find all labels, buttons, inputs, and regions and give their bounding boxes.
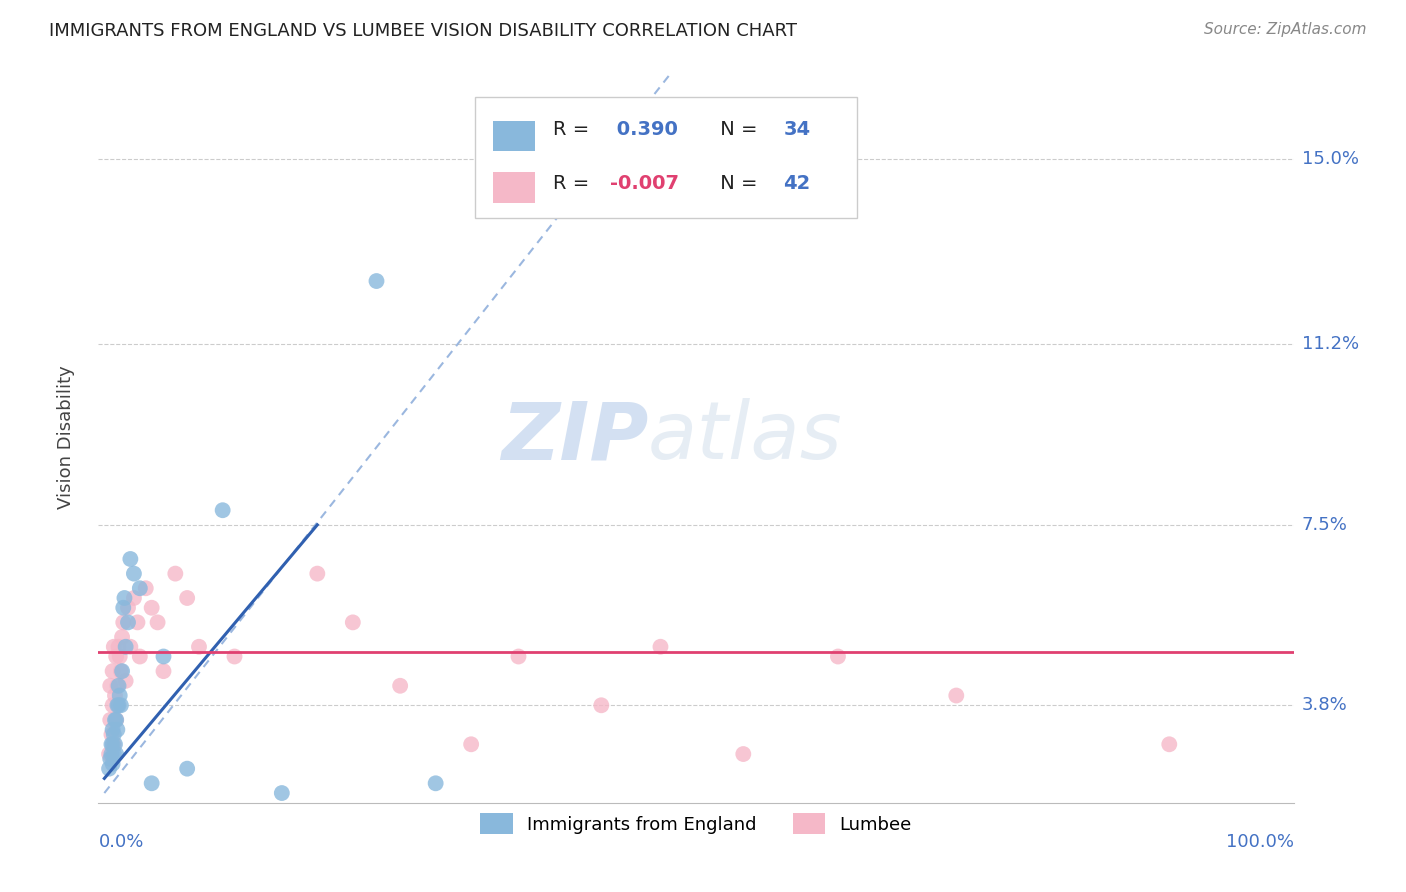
Point xyxy=(101,737,124,751)
Point xyxy=(100,727,122,741)
Point xyxy=(128,649,150,664)
Point xyxy=(103,737,125,751)
Point xyxy=(460,737,482,751)
Point xyxy=(425,776,447,790)
Point xyxy=(112,615,135,630)
Text: R =: R = xyxy=(553,174,595,194)
Point xyxy=(114,673,136,688)
Point xyxy=(165,566,187,581)
Point xyxy=(105,747,128,761)
Text: 42: 42 xyxy=(783,174,810,194)
Point xyxy=(105,713,128,727)
Point xyxy=(105,649,128,664)
Text: 34: 34 xyxy=(783,120,810,139)
Point xyxy=(120,640,142,654)
Point xyxy=(104,737,127,751)
Bar xyxy=(475,97,858,218)
Point xyxy=(141,600,163,615)
Point xyxy=(152,664,174,678)
Point xyxy=(101,723,124,737)
Point xyxy=(146,615,169,630)
Point xyxy=(100,747,122,761)
Y-axis label: Vision Disability: Vision Disability xyxy=(56,365,75,509)
Text: 100.0%: 100.0% xyxy=(1226,833,1294,851)
Point xyxy=(591,698,613,713)
Point xyxy=(127,615,149,630)
Point xyxy=(107,640,129,654)
Text: 3.8%: 3.8% xyxy=(1302,697,1347,714)
Point xyxy=(107,698,129,713)
Point xyxy=(176,591,198,605)
Text: R =: R = xyxy=(553,120,595,139)
Point xyxy=(103,747,125,761)
Point xyxy=(945,689,967,703)
Point xyxy=(107,679,129,693)
Point xyxy=(188,640,211,654)
Point xyxy=(110,698,132,713)
Point xyxy=(103,640,125,654)
Point xyxy=(98,679,121,693)
Point xyxy=(270,786,292,800)
Point xyxy=(211,503,233,517)
Point xyxy=(98,747,121,761)
Text: 0.390: 0.390 xyxy=(610,120,678,139)
Point xyxy=(141,776,163,790)
Text: 7.5%: 7.5% xyxy=(1302,516,1348,533)
Point xyxy=(135,581,157,595)
Text: 15.0%: 15.0% xyxy=(1302,150,1358,168)
Point xyxy=(152,649,174,664)
Point xyxy=(105,679,128,693)
Point xyxy=(117,600,139,615)
Point xyxy=(120,552,142,566)
Point xyxy=(114,640,136,654)
Point xyxy=(342,615,364,630)
Point xyxy=(128,581,150,595)
Point xyxy=(122,566,145,581)
Bar xyxy=(494,120,534,152)
Point xyxy=(307,566,329,581)
Point xyxy=(224,649,246,664)
Point xyxy=(98,713,121,727)
Text: IMMIGRANTS FROM ENGLAND VS LUMBEE VISION DISABILITY CORRELATION CHART: IMMIGRANTS FROM ENGLAND VS LUMBEE VISION… xyxy=(49,22,797,40)
Point xyxy=(98,752,121,766)
Text: N =: N = xyxy=(714,120,763,139)
Point xyxy=(733,747,755,761)
Point xyxy=(650,640,672,654)
Point xyxy=(101,756,124,771)
Point xyxy=(100,737,122,751)
Text: Source: ZipAtlas.com: Source: ZipAtlas.com xyxy=(1204,22,1367,37)
Point xyxy=(117,615,139,630)
Point xyxy=(101,698,124,713)
Point xyxy=(114,591,136,605)
Point xyxy=(98,762,121,776)
Point xyxy=(508,649,530,664)
Point xyxy=(1159,737,1181,751)
Point xyxy=(108,689,131,703)
Text: -0.007: -0.007 xyxy=(610,174,679,194)
Point xyxy=(111,664,134,678)
Text: atlas: atlas xyxy=(648,398,844,476)
Point xyxy=(112,600,135,615)
Point xyxy=(105,723,128,737)
Point xyxy=(389,679,412,693)
Point xyxy=(101,664,124,678)
Legend: Immigrants from England, Lumbee: Immigrants from England, Lumbee xyxy=(472,806,920,841)
Point xyxy=(103,727,125,741)
Point xyxy=(105,698,128,713)
Point xyxy=(110,664,132,678)
Text: 0.0%: 0.0% xyxy=(98,833,143,851)
Point xyxy=(122,591,145,605)
Point xyxy=(176,762,198,776)
Text: N =: N = xyxy=(714,174,763,194)
Text: ZIP: ZIP xyxy=(501,398,648,476)
Point xyxy=(366,274,388,288)
Bar xyxy=(494,172,534,203)
Point xyxy=(827,649,849,664)
Point xyxy=(104,713,127,727)
Text: 11.2%: 11.2% xyxy=(1302,335,1360,353)
Point xyxy=(105,713,128,727)
Point xyxy=(108,649,131,664)
Point xyxy=(111,630,134,644)
Point xyxy=(104,689,127,703)
